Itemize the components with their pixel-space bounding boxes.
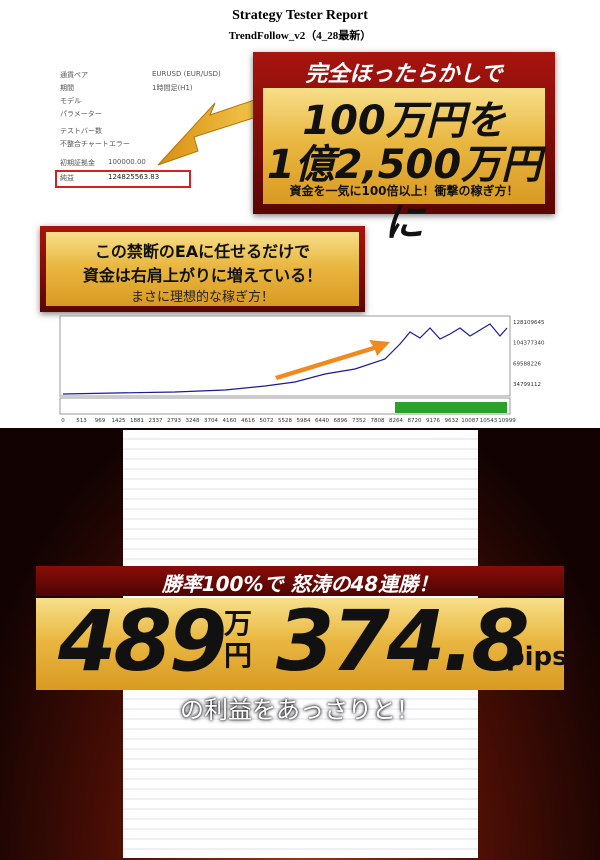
banner-line: 資金は右肩上がりに増えている！ bbox=[82, 266, 323, 285]
field-value: 1時間足(H1) bbox=[152, 84, 193, 92]
field-label: 通貨ペア bbox=[60, 71, 88, 79]
x-label: 2793 bbox=[167, 418, 181, 424]
x-label: 7808 bbox=[371, 418, 385, 424]
banner-lead: 完全ほったらかしで bbox=[305, 62, 503, 87]
x-label: 5528 bbox=[278, 418, 292, 424]
y-label: 69588226 bbox=[513, 361, 541, 367]
x-label: 1425 bbox=[112, 418, 126, 424]
field-label: 初期証拠金 bbox=[60, 159, 95, 167]
field-label: 期間 bbox=[60, 84, 74, 92]
field-label: テストバー数 bbox=[60, 127, 102, 135]
banner-box: 489 万円 374.8 pips bbox=[36, 592, 568, 690]
x-label: 3704 bbox=[204, 418, 218, 424]
pips-unit: pips bbox=[506, 642, 568, 672]
x-label: 0 bbox=[61, 418, 65, 424]
x-label: 2337 bbox=[149, 418, 163, 424]
pips-value: 374.8 bbox=[276, 592, 530, 690]
report-title: Strategy Tester Report bbox=[232, 8, 368, 23]
x-label: 3248 bbox=[186, 418, 200, 424]
y-label: 34799112 bbox=[513, 382, 541, 388]
x-label: 9632 bbox=[445, 418, 459, 424]
profit-value: 489 bbox=[58, 592, 227, 690]
x-label: 5984 bbox=[297, 418, 311, 424]
profit-unit: 万円 bbox=[224, 607, 253, 672]
field-label: パラメーター bbox=[60, 110, 102, 118]
x-label: 8720 bbox=[408, 418, 422, 424]
x-label: 9176 bbox=[426, 418, 440, 424]
x-label: 10543 bbox=[480, 418, 498, 424]
x-label: 1881 bbox=[130, 418, 144, 424]
x-label: 10999 bbox=[498, 418, 516, 424]
x-label: 5072 bbox=[260, 418, 274, 424]
banner-line: まさに理想的な稼ぎ方！ bbox=[130, 290, 274, 305]
banner-line: この禁断のEAに任せるだけで bbox=[94, 242, 311, 261]
x-label: 513 bbox=[76, 418, 87, 424]
banner-strip: 勝率100%で 怒涛の48連勝！ bbox=[36, 566, 564, 596]
y-label: 104377340 bbox=[513, 341, 545, 347]
chart-frame bbox=[59, 315, 511, 397]
field-label: 不整合チャートエラー bbox=[60, 140, 130, 148]
x-label: 8264 bbox=[389, 418, 403, 424]
x-label: 4160 bbox=[223, 418, 237, 424]
banner-line: 1億2,500万円に bbox=[266, 142, 542, 246]
banner-main: 完全ほったらかしで 100万円を 1億2,500万円に 資金を一気に100倍以上… bbox=[253, 52, 555, 246]
banner-note: 資金を一気に100倍以上！衝撃の稼ぎ方！ bbox=[289, 184, 519, 198]
banner-box: 100万円を 1億2,500万円に 資金を一気に100倍以上！衝撃の稼ぎ方！ bbox=[263, 88, 545, 246]
balance-chart: 128109645 104377340 69588226 34799112 0 513 9… bbox=[59, 315, 545, 424]
field-label: モデル bbox=[60, 97, 81, 105]
report-subtitle: TrendFollow_v2（4_28最新） bbox=[228, 30, 372, 42]
volume-bars bbox=[395, 402, 507, 413]
banner-line: 100万円を bbox=[302, 98, 506, 144]
x-label: 6896 bbox=[334, 418, 348, 424]
x-label: 969 bbox=[95, 418, 106, 424]
banner-box: この禁断のEAに任せるだけで 資金は右肩上がりに増えている！ まさに理想的な稼ぎ… bbox=[46, 232, 359, 306]
banner-sub: この禁断のEAに任せるだけで 資金は右肩上がりに増えている！ まさに理想的な稼ぎ… bbox=[40, 226, 365, 312]
x-label: 6440 bbox=[315, 418, 329, 424]
y-label: 128109645 bbox=[513, 320, 545, 326]
y-labels: 128109645 104377340 69588226 34799112 bbox=[513, 320, 545, 388]
x-label: 4616 bbox=[241, 418, 255, 424]
field-value: 124825563.83 bbox=[108, 173, 160, 181]
banner-note: の利益をあっさりと！ bbox=[180, 696, 420, 724]
x-labels: 0 513 969 1425 1881 2337 2793 3248 3704 4160 4616 5… bbox=[61, 418, 516, 424]
field-value: EURUSD (EUR/USD) bbox=[152, 70, 221, 78]
banner-lead: 勝率100%で 怒涛の48連勝！ bbox=[161, 572, 439, 596]
balance-line bbox=[62, 323, 508, 395]
trend-arrow bbox=[275, 340, 390, 380]
x-label: 10087 bbox=[461, 418, 479, 424]
field-value: 100000.00 bbox=[108, 158, 146, 166]
highlight-box bbox=[55, 170, 191, 188]
field-label: 純益 bbox=[60, 174, 74, 182]
x-label: 7352 bbox=[352, 418, 366, 424]
